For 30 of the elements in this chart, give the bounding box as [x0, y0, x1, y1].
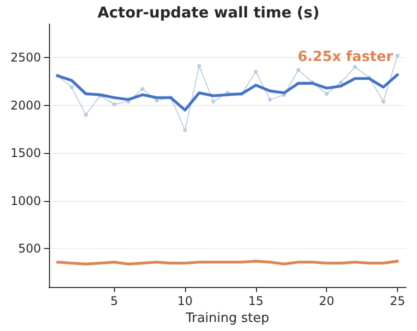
point	[197, 64, 202, 68]
point	[268, 98, 272, 102]
point	[112, 102, 116, 106]
point	[296, 68, 300, 72]
point	[211, 99, 216, 104]
line-series	[56, 73, 399, 112]
y-tick-label: 1500	[10, 146, 41, 160]
chart-title: Actor-update wall time (s)	[98, 4, 320, 22]
point	[396, 54, 400, 58]
x-tick-label: 25	[390, 294, 406, 308]
point	[254, 70, 258, 74]
annotation: 6.25x faster	[298, 49, 394, 65]
point	[324, 92, 329, 96]
y-tick-label: 1000	[10, 194, 41, 208]
x-tick-label: 15	[248, 294, 264, 308]
point	[140, 87, 144, 92]
y-tick-label: 500	[18, 242, 41, 256]
point	[154, 98, 159, 103]
point	[70, 85, 74, 90]
point	[381, 99, 386, 104]
x-axis-title: Training step	[184, 310, 270, 326]
x-tick-label: 5	[110, 294, 118, 308]
point	[353, 65, 357, 70]
x-tick-label: 20	[319, 294, 334, 308]
x-tick-label: 10	[177, 294, 193, 308]
y-tick-label: 2000	[10, 98, 41, 112]
y-tick-label: 2500	[10, 50, 41, 64]
point	[338, 80, 343, 84]
point	[183, 128, 187, 132]
point	[84, 112, 88, 117]
